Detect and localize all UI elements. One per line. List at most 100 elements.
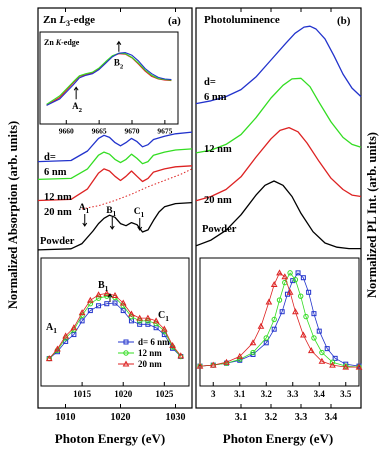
inset-bottom-x-tick-label: 1015	[73, 389, 92, 399]
inset-top-curve-2	[46, 52, 172, 106]
panel-a-inset-bottom-frame	[40, 257, 190, 387]
panel-a-frame	[37, 7, 193, 409]
panel-b-label: (b)	[337, 15, 351, 27]
inset-top-plot	[46, 52, 172, 106]
inset-b-x-tick-label: 3.5	[340, 389, 352, 399]
inset-top-x-tick-label: 9665	[92, 127, 107, 136]
inset-b-point-2	[355, 363, 363, 370]
inset-bottom-x-axis: 1015 1020 1025	[73, 382, 174, 399]
inset-b-point-1	[303, 313, 309, 320]
inset-top-annotations: A2 B2	[72, 40, 124, 114]
legend-label-2: 20 nm	[138, 359, 162, 369]
inset-bottom-point-2	[45, 355, 53, 362]
inset-bottom-x-tick-label: 1020	[114, 389, 133, 399]
panel-b-y-label: Normalized PL Int. (arb. units)	[365, 132, 379, 298]
panel-a-arrow-0	[82, 214, 88, 227]
inset-b-x-tick-label: 3.3	[287, 389, 299, 399]
inset-b-point-1	[271, 316, 277, 323]
inset-b-point-1	[298, 293, 304, 299]
inset-b-point-2	[276, 269, 283, 276]
inset-top-title: Zn K-edge	[44, 38, 80, 47]
inset-b-point-2	[307, 347, 315, 354]
inset-b-point-2	[286, 288, 294, 295]
panel-b-frame	[195, 7, 362, 409]
inset-bottom-point-0	[96, 303, 102, 309]
inset-b-point-1	[287, 270, 293, 276]
inset-b-point-2	[196, 362, 204, 369]
inset-b-x-tick-label: 3	[211, 389, 216, 399]
inset-bottom-point-2	[62, 332, 70, 339]
inset-bottom-point-1	[136, 318, 143, 324]
panel-a-curve-3	[37, 201, 193, 251]
panel-a-baseline	[81, 168, 193, 210]
inset-bottom-point-2	[119, 299, 127, 306]
inset-b-point-0	[300, 275, 306, 281]
inset-top-annotation-A2: A2	[72, 101, 83, 114]
panel-a-x-label: Photon Energy (eV)	[55, 431, 166, 446]
panel-b-x-label: Photon Energy (eV)	[223, 431, 334, 446]
label-d: d=	[44, 152, 56, 163]
label-b-12nm: 12 nm	[204, 144, 232, 155]
inset-b-point-2	[281, 273, 289, 280]
inset-b-plot	[196, 269, 363, 370]
legend-label-0: d= 6 nm	[138, 337, 170, 347]
panel-a-arrow-1	[109, 217, 115, 230]
inset-b-point-2	[329, 361, 336, 368]
inset-bottom-point-2	[152, 317, 160, 324]
inset-bottom-point-2	[136, 314, 144, 321]
panel-a-x-axis: 1010 1020 1030	[56, 8, 186, 423]
inset-b-point-1	[292, 276, 299, 283]
inset-b-point-2	[342, 363, 350, 370]
inset-b-point-1	[250, 349, 256, 356]
label-b-powder: Powder	[202, 224, 237, 235]
inset-bottom-point-2	[103, 289, 111, 296]
inset-bottom-x-tick-label: 1025	[155, 389, 174, 399]
inset-top-x-tick-label: 9675	[157, 127, 172, 136]
panel-b-title: Photoluminence	[204, 14, 280, 26]
inset-b-point-1	[329, 359, 336, 365]
inset-bottom-point-0	[71, 332, 77, 338]
panel-b-curve-1	[195, 77, 362, 154]
panel-a-y-label: Normalized Absorption (arb. units)	[6, 121, 20, 309]
panel-a-curve-2	[37, 165, 193, 202]
inset-b-point-1	[319, 349, 325, 356]
inset-top-x-tick-label: 9670	[125, 127, 140, 136]
inset-b-point-0	[332, 355, 338, 361]
inset-b-point-0	[290, 278, 296, 284]
inset-bottom-point-0	[120, 308, 126, 314]
panel-a-x-tick-label: 1030	[166, 412, 186, 423]
inset-b-point-2	[265, 298, 273, 305]
inset-b-point-0	[316, 328, 322, 334]
inset-b-point-1	[311, 335, 317, 341]
inset-bottom-point-0	[87, 308, 93, 314]
label-b-d: d=	[204, 77, 216, 88]
legend-label-1: 12 nm	[138, 348, 162, 358]
panel-b-plot	[195, 25, 362, 250]
inset-bottom-point-1	[145, 318, 151, 324]
label-12nm: 12 nm	[44, 192, 72, 203]
legend-marker-2	[122, 360, 130, 367]
inset-b-curve-0	[199, 272, 360, 367]
panel-b-x-tick-label: 3.2	[265, 412, 278, 423]
inset-bottom-annotations: A1 B1 C1	[46, 280, 169, 335]
inset-bottom-point-2	[54, 345, 61, 352]
panel-a-annotation-B1: B1	[106, 206, 116, 218]
inset-bottom-curve-2	[48, 293, 182, 359]
inset-bottom-point-0	[145, 321, 151, 327]
panel-a-plot	[37, 131, 193, 251]
panel-a-curve-1	[37, 148, 193, 181]
inset-b-x-tick-label: 3.4	[314, 389, 326, 399]
inset-bottom-point-1	[128, 314, 135, 320]
inset-bottom-arrow-B1	[107, 293, 113, 302]
panel-b-x-tick-label: 3.1	[235, 412, 248, 423]
legend-marker-0	[123, 339, 129, 345]
panel-b-curve-0	[195, 25, 362, 105]
inset-top-x-axis: 9660 9665 9670 9675	[59, 120, 173, 136]
inset-bottom-point-0	[112, 300, 118, 306]
panel-a-arrow-2	[137, 218, 143, 231]
panel-a-label: (a)	[168, 15, 181, 27]
inset-b-point-0	[311, 311, 317, 317]
inset-bottom-point-0	[79, 318, 85, 324]
